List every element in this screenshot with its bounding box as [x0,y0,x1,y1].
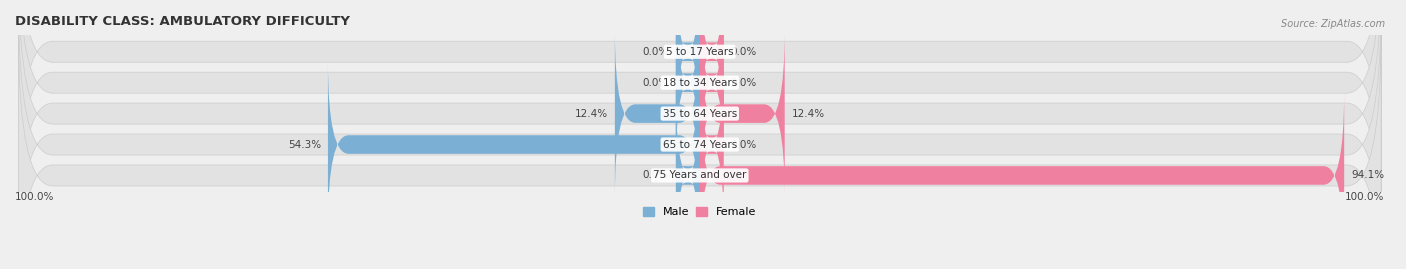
Text: 100.0%: 100.0% [1346,192,1385,203]
Text: 75 Years and over: 75 Years and over [654,171,747,180]
FancyBboxPatch shape [676,92,700,259]
Text: 12.4%: 12.4% [792,109,825,119]
FancyBboxPatch shape [614,30,700,197]
Text: 5 to 17 Years: 5 to 17 Years [666,47,734,57]
Text: 12.4%: 12.4% [575,109,607,119]
Text: 54.3%: 54.3% [288,140,321,150]
Text: 18 to 34 Years: 18 to 34 Years [662,78,737,88]
Text: 65 to 74 Years: 65 to 74 Years [662,140,737,150]
FancyBboxPatch shape [18,0,1381,269]
FancyBboxPatch shape [676,0,700,166]
FancyBboxPatch shape [700,0,724,135]
Text: DISABILITY CLASS: AMBULATORY DIFFICULTY: DISABILITY CLASS: AMBULATORY DIFFICULTY [15,15,350,28]
FancyBboxPatch shape [18,0,1381,227]
Text: 0.0%: 0.0% [643,47,669,57]
FancyBboxPatch shape [18,0,1381,196]
Legend: Male, Female: Male, Female [638,202,761,222]
Text: 0.0%: 0.0% [643,78,669,88]
Text: 0.0%: 0.0% [731,47,756,57]
FancyBboxPatch shape [18,31,1381,269]
Text: 0.0%: 0.0% [643,171,669,180]
FancyBboxPatch shape [328,61,700,228]
FancyBboxPatch shape [676,0,700,135]
FancyBboxPatch shape [700,30,785,197]
Text: 100.0%: 100.0% [15,192,55,203]
FancyBboxPatch shape [18,0,1381,258]
Text: 35 to 64 Years: 35 to 64 Years [662,109,737,119]
Text: 0.0%: 0.0% [731,140,756,150]
Text: Source: ZipAtlas.com: Source: ZipAtlas.com [1281,19,1385,29]
FancyBboxPatch shape [700,0,724,166]
Text: 94.1%: 94.1% [1351,171,1384,180]
Text: 0.0%: 0.0% [731,78,756,88]
FancyBboxPatch shape [700,92,1344,259]
FancyBboxPatch shape [700,61,724,228]
